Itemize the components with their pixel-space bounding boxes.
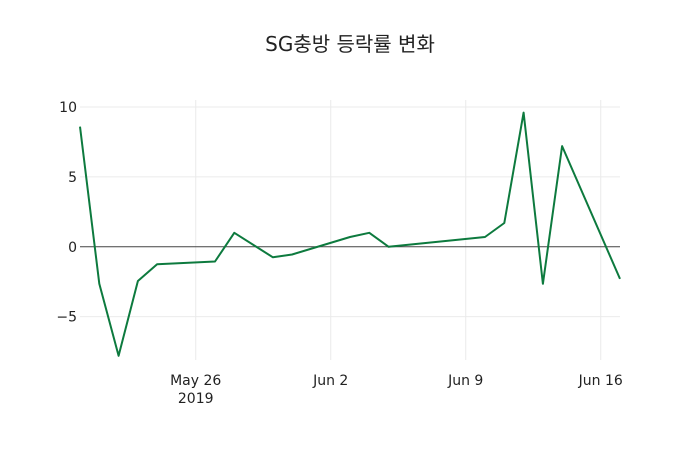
y-tick-label: 5: [68, 170, 77, 186]
y-tick-label: 0: [68, 240, 77, 256]
x-tick-year: 2019: [178, 391, 214, 407]
y-tick-label: −5: [56, 310, 77, 326]
x-tick-label: Jun 16: [578, 373, 623, 389]
y-tick-label: 10: [59, 100, 77, 116]
x-tick-label: Jun 9: [447, 373, 483, 389]
x-axis-ticks: May 26 2019 Jun 2 Jun 9 Jun 16: [170, 373, 623, 407]
x-tick-label: May 26: [170, 373, 221, 389]
chart-title: SG충방 등락률 변화: [265, 32, 435, 56]
y-axis-ticks: 10 5 0 −5: [56, 100, 77, 326]
gridlines: [80, 100, 620, 360]
x-tick-label: Jun 2: [312, 373, 348, 389]
data-line: [79, 111, 621, 357]
